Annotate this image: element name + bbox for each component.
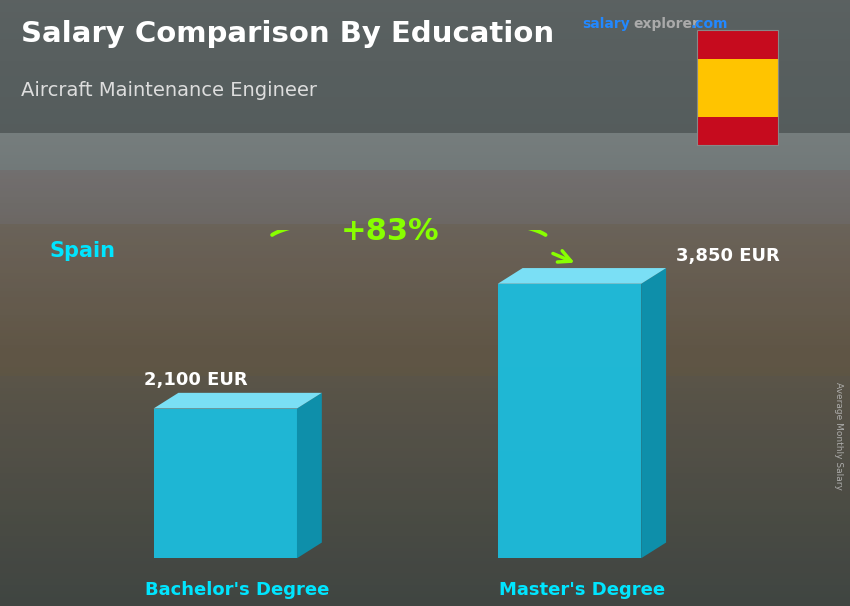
Text: Bachelor's Degree: Bachelor's Degree bbox=[145, 581, 330, 599]
Bar bbox=[0, 224, 850, 376]
Polygon shape bbox=[154, 408, 297, 558]
Text: .com: .com bbox=[691, 17, 728, 31]
Text: 3,850 EUR: 3,850 EUR bbox=[676, 247, 779, 265]
Polygon shape bbox=[297, 393, 322, 558]
Bar bbox=[697, 116, 778, 145]
Bar bbox=[697, 30, 778, 59]
Polygon shape bbox=[498, 268, 666, 284]
Bar bbox=[0, 0, 850, 133]
Text: 2,100 EUR: 2,100 EUR bbox=[144, 370, 247, 388]
Text: +83%: +83% bbox=[340, 217, 439, 246]
Polygon shape bbox=[641, 268, 666, 558]
Text: Master's Degree: Master's Degree bbox=[499, 581, 665, 599]
Polygon shape bbox=[498, 284, 641, 558]
Text: explorer: explorer bbox=[633, 17, 699, 31]
Text: Spain: Spain bbox=[49, 241, 116, 261]
Bar bbox=[697, 59, 778, 116]
Text: Average Monthly Salary: Average Monthly Salary bbox=[834, 382, 843, 490]
Polygon shape bbox=[154, 393, 322, 408]
Text: Salary Comparison By Education: Salary Comparison By Education bbox=[21, 21, 554, 48]
Text: Aircraft Maintenance Engineer: Aircraft Maintenance Engineer bbox=[21, 81, 317, 101]
Text: salary: salary bbox=[582, 17, 630, 31]
